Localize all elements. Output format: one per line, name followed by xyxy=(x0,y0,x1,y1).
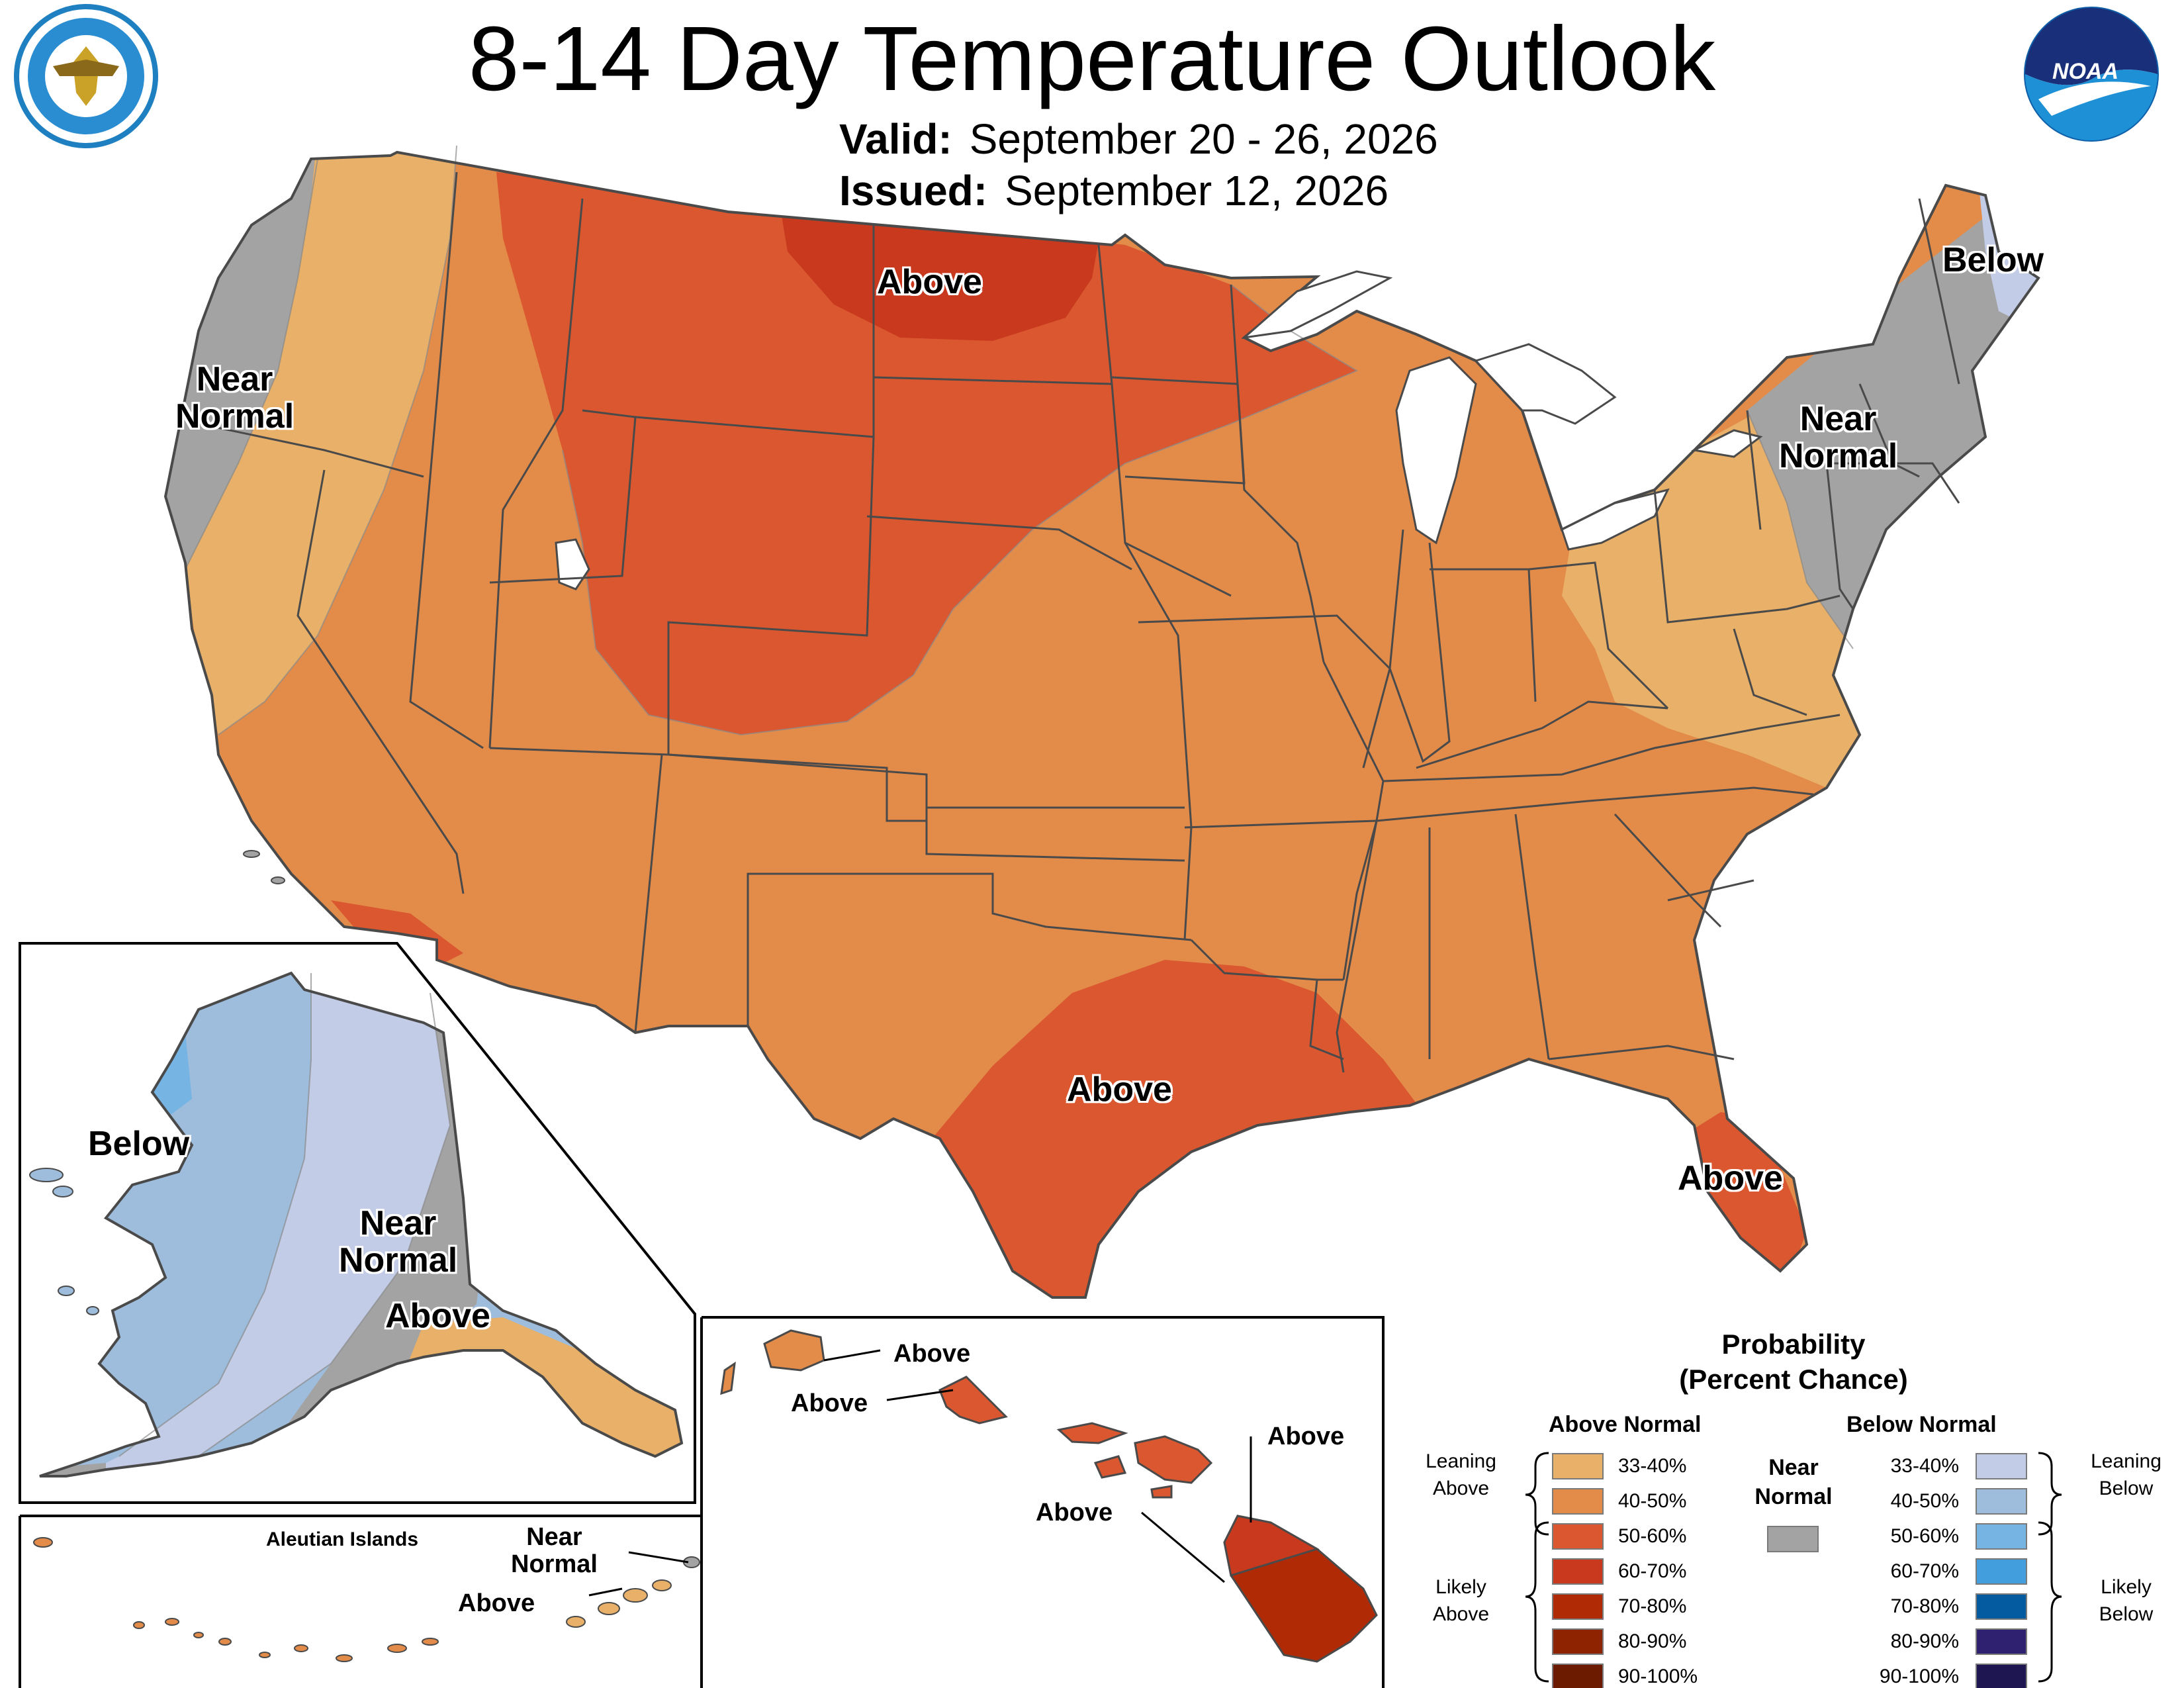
aleutian-inset xyxy=(33,1537,700,1662)
legend-above-header: Above Normal xyxy=(1549,1412,1702,1437)
legend-below-range-5: 80-90% xyxy=(1890,1630,1959,1652)
legend-below-swatch-6 xyxy=(1976,1664,2027,1688)
issued-line: Issued: September 12, 2026 xyxy=(839,169,1388,212)
legend-below-range-4: 70-80% xyxy=(1890,1595,1959,1617)
legend-below-range-6: 90-100% xyxy=(1879,1665,1959,1687)
legend-title: Probability (Percent Chance) xyxy=(1679,1329,1908,1395)
legend-brackets xyxy=(1525,1452,2062,1683)
label-aleutian-above: Above xyxy=(458,1589,535,1617)
hawaii-inset xyxy=(720,1329,1378,1663)
legend-below-swatch-1 xyxy=(1976,1488,2027,1515)
department-of-commerce-seal xyxy=(14,4,158,148)
issued-date: September 12, 2026 xyxy=(1005,167,1389,214)
page-title: 8-14 Day Temperature Outlook xyxy=(468,8,1716,110)
label-conus-above-north: Above xyxy=(877,263,982,301)
legend-above-range-3: 60-70% xyxy=(1618,1560,1687,1582)
valid-label: Valid: xyxy=(839,115,952,163)
noaa-logo-text: NOAA xyxy=(2052,59,2119,84)
legend-below-range-2: 50-60% xyxy=(1890,1525,1959,1547)
legend-leaning-below: Leaning Below xyxy=(2091,1450,2161,1499)
legend-near-normal-swatch xyxy=(1767,1526,1819,1552)
label-hawaii-maui: Above xyxy=(1267,1423,1345,1450)
label-conus-above-texas: Above xyxy=(1067,1070,1172,1109)
legend-above-range-2: 50-60% xyxy=(1618,1525,1687,1547)
legend-above-range-4: 70-80% xyxy=(1618,1595,1687,1617)
label-aleutian-title: Aleutian Islands xyxy=(266,1528,419,1550)
legend-below-range-1: 40-50% xyxy=(1890,1490,1959,1512)
issued-label: Issued: xyxy=(839,167,988,214)
label-conus-near-normal-east: Near Normal xyxy=(1779,400,1898,476)
valid-line: Valid: September 20 - 26, 2026 xyxy=(839,118,1438,160)
legend-above-range-1: 40-50% xyxy=(1618,1490,1687,1512)
label-hawaii-big-island: Above xyxy=(1036,1499,1113,1526)
label-hawaii-oahu: Above xyxy=(791,1389,868,1417)
legend-above-swatch-6 xyxy=(1552,1664,1604,1688)
legend-above-swatch-2 xyxy=(1552,1523,1604,1550)
legend-below-header: Below Normal xyxy=(1846,1412,1997,1437)
legend-below-range-0: 33-40% xyxy=(1890,1455,1959,1477)
label-conus-near-normal-west: Near Normal xyxy=(175,360,295,436)
label-alaska-near-normal: Near Normal xyxy=(339,1204,458,1280)
legend-above-swatch-5 xyxy=(1552,1628,1604,1655)
label-conus-above-florida: Above xyxy=(1678,1159,1783,1197)
legend-likely-below: Likely Below xyxy=(2099,1576,2154,1625)
label-alaska-above: Above xyxy=(385,1297,490,1335)
noaa-logo xyxy=(2024,7,2159,142)
legend-likely-above: Likely Above xyxy=(1432,1576,1490,1625)
label-hawaii-kauai: Above xyxy=(893,1340,971,1368)
legend-above-swatch-0 xyxy=(1552,1453,1604,1479)
legend-leaning-above: Leaning Above xyxy=(1426,1450,1496,1499)
legend-below-range-3: 60-70% xyxy=(1890,1560,1959,1582)
legend-near-normal: Near Normal xyxy=(1754,1455,1833,1510)
legend-above-range-6: 90-100% xyxy=(1618,1665,1698,1687)
legend-above-swatch-3 xyxy=(1552,1558,1604,1585)
label-alaska-below: Below xyxy=(88,1125,190,1163)
legend-below-swatch-2 xyxy=(1976,1523,2027,1550)
legend-above-swatch-4 xyxy=(1552,1593,1604,1620)
legend-below-swatch-3 xyxy=(1976,1558,2027,1585)
legend-below-swatch-0 xyxy=(1976,1453,2027,1479)
valid-dates: September 20 - 26, 2026 xyxy=(969,115,1438,163)
legend-above-range-0: 33-40% xyxy=(1618,1455,1687,1477)
legend-above-range-5: 80-90% xyxy=(1618,1630,1687,1652)
legend-below-swatch-4 xyxy=(1976,1593,2027,1620)
inset-frames xyxy=(19,1316,1385,1688)
legend-below-swatch-5 xyxy=(1976,1628,2027,1655)
label-aleutian-near-normal: Near Normal xyxy=(511,1523,598,1579)
alaska-inset xyxy=(19,942,696,1504)
label-conus-below-northeast: Below xyxy=(1942,241,2044,279)
legend-above-swatch-1 xyxy=(1552,1488,1604,1515)
